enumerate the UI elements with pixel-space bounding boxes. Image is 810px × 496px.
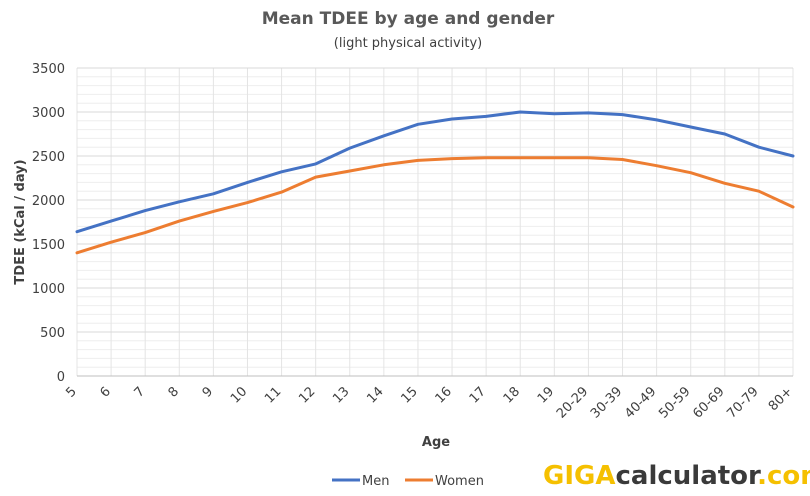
series-line-women xyxy=(75,156,795,255)
data-point-women xyxy=(621,158,624,161)
data-point-women xyxy=(484,156,488,159)
data-point-women xyxy=(519,156,522,159)
data-point-women xyxy=(109,241,113,244)
data-point-women xyxy=(416,159,420,162)
data-point-women xyxy=(655,164,658,167)
data-point-men xyxy=(723,132,727,136)
x-tick-label: 10 xyxy=(228,384,250,406)
x-tick-label: 70-79 xyxy=(724,384,761,421)
legend: Men Women xyxy=(332,474,484,489)
data-point-men xyxy=(757,146,761,149)
x-tick-label: 60-69 xyxy=(690,384,727,421)
y-tick-label: 2500 xyxy=(32,150,65,165)
data-point-men xyxy=(178,200,181,203)
y-tick-label: 3000 xyxy=(32,106,65,121)
x-tick-label: 80+ xyxy=(766,384,796,414)
data-point-men xyxy=(587,111,590,115)
data-point-men xyxy=(519,110,522,114)
series-lines xyxy=(75,110,795,255)
y-tick-label: 500 xyxy=(40,326,65,341)
x-tick-label: 50-59 xyxy=(656,384,693,421)
x-tick-label: 5 xyxy=(63,384,79,400)
data-point-men xyxy=(246,181,249,184)
y-tick-label: 2000 xyxy=(32,194,65,209)
x-tick-label: 8 xyxy=(166,384,182,400)
y-tick-label: 0 xyxy=(57,370,65,385)
y-tick-label: 3500 xyxy=(32,62,65,77)
data-point-women xyxy=(450,157,454,160)
data-point-men xyxy=(212,192,215,196)
x-tick-label: 18 xyxy=(501,384,523,406)
data-point-women xyxy=(75,251,79,254)
data-point-men xyxy=(689,125,692,129)
x-tick-label: 30-39 xyxy=(588,384,625,421)
data-point-men xyxy=(553,112,556,115)
x-tick-label: 12 xyxy=(296,384,318,406)
data-point-women xyxy=(178,219,181,223)
watermark-logo: GIGAcalculator.com xyxy=(543,461,810,491)
x-tick-label: 14 xyxy=(364,384,386,406)
x-tick-label: 7 xyxy=(132,384,148,400)
watermark-calculator: calculator xyxy=(615,461,761,491)
data-point-men xyxy=(484,115,488,118)
data-point-men xyxy=(621,113,624,116)
data-point-women xyxy=(723,182,727,185)
data-point-men xyxy=(450,117,454,121)
data-point-men xyxy=(143,209,147,212)
data-point-men xyxy=(416,123,420,126)
data-point-women xyxy=(757,190,761,193)
legend-label-women: Women xyxy=(435,474,484,489)
series-line-men xyxy=(75,110,795,234)
y-axis-tick-labels: 0 500 1000 1500 2000 2500 3000 3500 xyxy=(32,62,65,385)
chart-title: Mean TDEE by age and gender xyxy=(262,9,555,29)
x-tick-label: 15 xyxy=(398,384,420,406)
data-point-women xyxy=(587,156,590,159)
data-point-women xyxy=(348,169,351,173)
data-point-women xyxy=(791,205,795,209)
data-point-women xyxy=(212,210,215,213)
chart-subtitle: (light physical activity) xyxy=(334,36,482,51)
data-point-men xyxy=(655,118,658,122)
x-tick-label: 40-49 xyxy=(622,384,659,421)
x-tick-label: 9 xyxy=(200,384,216,400)
data-point-men xyxy=(75,230,79,233)
y-axis-title: TDEE (kCal / day) xyxy=(13,159,28,284)
data-point-men xyxy=(791,154,795,158)
x-tick-label: 16 xyxy=(433,384,455,406)
data-point-men xyxy=(314,162,317,166)
x-tick-label: 11 xyxy=(262,384,284,406)
data-point-women xyxy=(280,190,283,194)
x-axis-tick-labels: 5 6 7 8 9 10 11 12 13 14 15 16 17 18 1920-2930-3940-49… xyxy=(63,384,795,421)
x-tick-label: 13 xyxy=(330,384,352,406)
data-point-women xyxy=(689,171,692,174)
x-tick-label: 6 xyxy=(97,384,113,400)
data-point-men xyxy=(109,219,113,223)
watermark-giga: GIGA xyxy=(543,461,615,491)
major-gridlines xyxy=(77,67,793,377)
minor-gridlines xyxy=(76,68,794,376)
data-point-men xyxy=(382,134,386,137)
data-point-men xyxy=(280,170,283,174)
x-axis-title: Age xyxy=(422,435,450,450)
data-point-men xyxy=(348,146,351,150)
data-point-women xyxy=(314,175,317,179)
legend-label-men: Men xyxy=(362,474,389,489)
data-point-women xyxy=(143,231,147,234)
data-point-women xyxy=(553,156,556,159)
x-tick-label: 17 xyxy=(467,384,489,406)
y-tick-label: 1500 xyxy=(32,238,65,253)
y-tick-label: 1000 xyxy=(32,282,65,297)
data-point-women xyxy=(246,201,249,204)
data-point-women xyxy=(382,163,386,166)
x-tick-label: 19 xyxy=(535,384,557,406)
watermark-dotcom: .com xyxy=(757,461,810,491)
x-tick-label: 20-29 xyxy=(554,384,591,421)
